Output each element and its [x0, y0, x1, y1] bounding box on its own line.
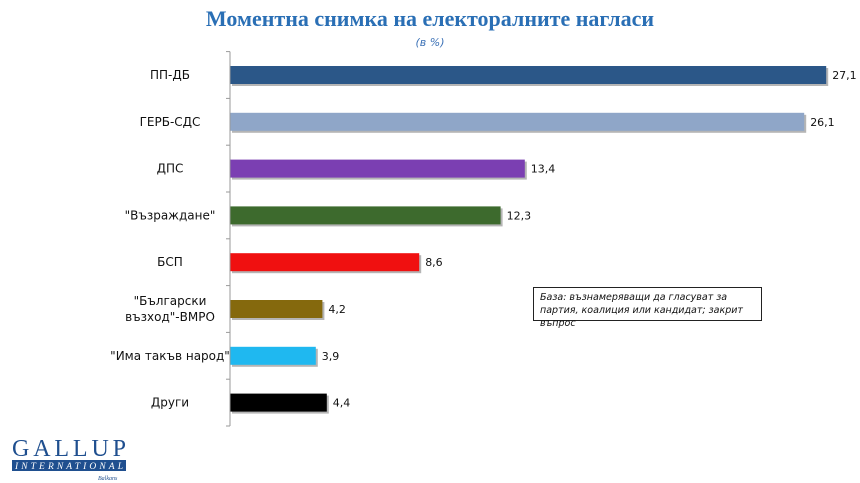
base-note: База: възнамеряващи да гласуват за парти…	[533, 287, 762, 329]
bar-3	[230, 206, 501, 225]
logo-balkans: Balkans	[98, 476, 118, 482]
category-label-3: "Възраждане"	[125, 208, 216, 222]
category-label-2: ДПС	[157, 162, 184, 176]
bar-5	[230, 300, 323, 318]
category-label-0: ПП-ДБ	[150, 68, 190, 82]
category-label-7: Други	[151, 396, 189, 410]
value-label-4: 8,6	[425, 256, 443, 269]
category-label-5: "Български възход"-ВМРО	[125, 294, 215, 324]
gallup-logo: GALLUP INTERNATIONAL Balkans	[12, 436, 126, 482]
bar-7	[230, 393, 327, 412]
logo-international: INTERNATIONAL	[14, 462, 123, 472]
category-label-1: ГЕРБ-СДС	[140, 115, 201, 129]
bar-4	[230, 253, 420, 272]
category-label-4: БСП	[157, 255, 183, 269]
bar-6	[230, 346, 316, 365]
value-label-2: 13,4	[531, 163, 556, 176]
value-label-7: 4,4	[333, 397, 351, 410]
bar-1	[230, 112, 805, 131]
value-label-5: 4,2	[328, 303, 346, 316]
value-label-6: 3,9	[322, 350, 340, 363]
bar-0	[230, 66, 827, 84]
bar-2	[230, 159, 525, 178]
value-label-0: 27,1	[832, 69, 857, 82]
chart-subtitle: (в %)	[415, 36, 445, 49]
value-label-3: 12,3	[507, 209, 531, 222]
value-label-1: 26,1	[810, 116, 835, 129]
logo-band	[12, 460, 126, 471]
logo-gallup: GALLUP	[12, 436, 126, 462]
category-label-6: "Има такъв народ"	[110, 349, 230, 363]
chart-title: Моментна снимка на електоралните нагласи	[205, 6, 655, 31]
